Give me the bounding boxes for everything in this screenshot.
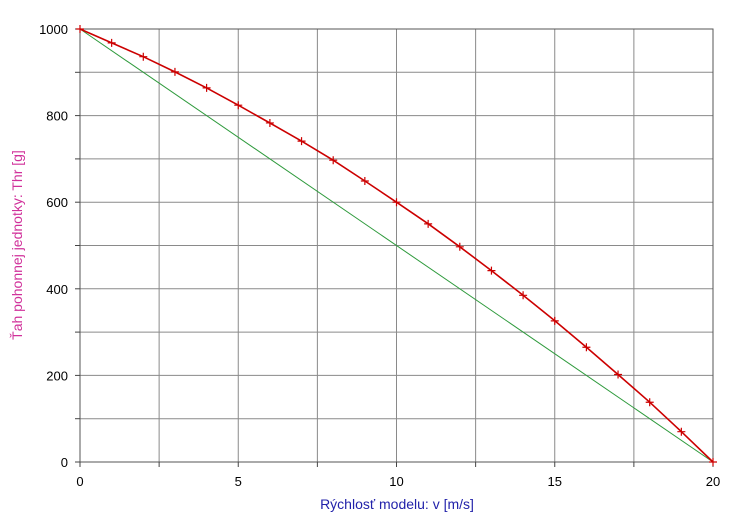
x-tick-label: 0 xyxy=(76,474,83,489)
data-point-marker xyxy=(392,198,401,207)
y-axis-title: Ťah pohonnej jednotky: Thr [g] xyxy=(9,150,25,340)
data-point-marker xyxy=(234,101,243,110)
data-point-marker xyxy=(329,156,338,165)
y-tick-label: 400 xyxy=(46,282,68,297)
y-tick-label: 0 xyxy=(61,455,68,470)
data-point-marker xyxy=(424,219,433,228)
data-point-marker xyxy=(645,398,654,407)
data-point-marker xyxy=(519,291,528,300)
data-point-marker xyxy=(107,38,116,47)
y-tick-label: 200 xyxy=(46,368,68,383)
series-layer xyxy=(76,25,717,466)
data-point-marker xyxy=(487,266,496,275)
data-point-marker xyxy=(677,427,686,436)
data-point-marker xyxy=(139,52,148,61)
data-point-marker xyxy=(170,67,179,76)
data-point-marker xyxy=(202,83,211,92)
x-tick-label: 5 xyxy=(235,474,242,489)
x-tick-label: 10 xyxy=(389,474,403,489)
x-tick-label: 20 xyxy=(706,474,720,489)
y-tick-label: 1000 xyxy=(39,22,68,37)
data-point-marker xyxy=(550,316,559,325)
data-point-marker xyxy=(297,137,306,146)
data-point-marker xyxy=(614,370,623,379)
data-point-marker xyxy=(582,343,591,352)
grid xyxy=(75,28,714,467)
data-point-marker xyxy=(360,176,369,185)
x-tick-label: 15 xyxy=(548,474,562,489)
data-point-marker xyxy=(265,118,274,127)
y-tick-label: 600 xyxy=(46,195,68,210)
data-point-marker xyxy=(76,25,84,33)
y-tick-label: 800 xyxy=(46,109,68,124)
series-line-2 xyxy=(79,28,714,463)
x-axis-title: Rýchlosť modelu: v [m/s] xyxy=(320,496,474,512)
data-point-marker xyxy=(709,458,717,466)
data-point-marker xyxy=(455,242,464,251)
